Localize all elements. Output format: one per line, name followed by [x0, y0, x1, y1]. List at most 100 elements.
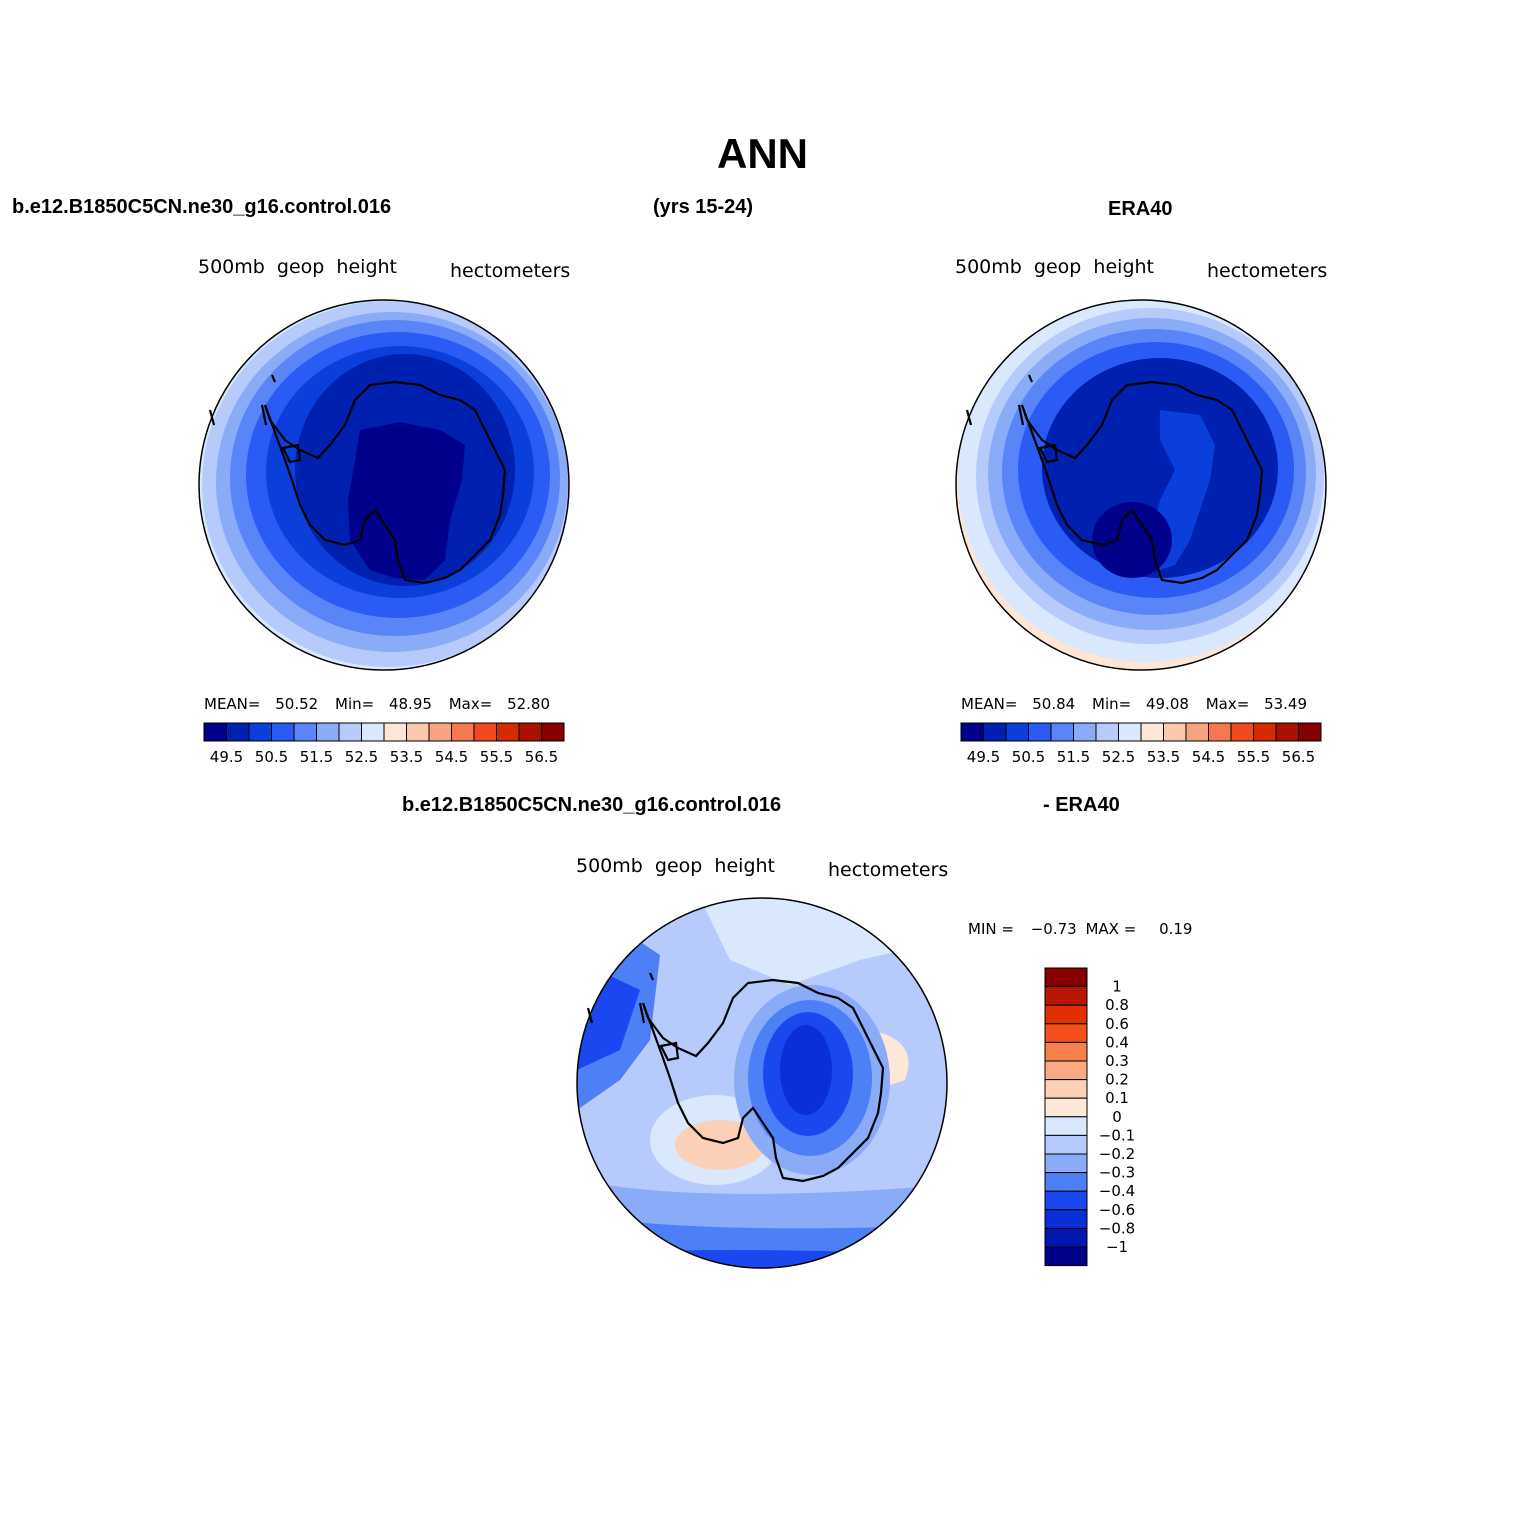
- colorbar-tick-label: 49.5: [967, 748, 1000, 766]
- max-value: 52.80: [507, 695, 551, 713]
- model-case-name: b.e12.B1850C5CN.ne30_g16.control.016: [12, 196, 392, 218]
- diff-coastline: [586, 972, 885, 1183]
- colorbar-swatch: [271, 722, 295, 742]
- colorbar-tick-label: 51.5: [1057, 748, 1090, 766]
- colorbar-swatch: [1044, 1134, 1088, 1155]
- colorbar-swatch: [1044, 1116, 1088, 1136]
- colorbar-tick-label: 55.5: [480, 748, 513, 766]
- colorbar-tick-label: −0.8: [1099, 1219, 1135, 1237]
- years-label: (yrs 15-24): [653, 196, 754, 218]
- colorbar-tick-label: 0.4: [1105, 1033, 1129, 1051]
- colorbar-swatch: [960, 722, 984, 742]
- min-value: 48.95: [388, 695, 432, 713]
- colorbar-swatch: [518, 722, 542, 742]
- colorbar-swatch: [1140, 722, 1164, 742]
- obs-colorbar: 49.5 50.5 51.5 52.5 53.5 54.5 55.5 56.5: [960, 722, 1322, 766]
- colorbar-swatch: [361, 722, 385, 742]
- colorbar-tick-label: 51.5: [300, 748, 333, 766]
- colorbar-tick-label: −0.4: [1099, 1182, 1135, 1200]
- colorbar-swatch: [451, 722, 475, 742]
- colorbar-swatch: [1044, 1041, 1088, 1062]
- colorbar-tick-label: 1: [1112, 978, 1122, 996]
- colorbar-tick-label: 0.1: [1105, 1089, 1129, 1107]
- colorbar-tick-label: −0.3: [1099, 1164, 1135, 1182]
- mean-value: 50.84: [1032, 695, 1076, 713]
- colorbar-tick-label: 49.5: [210, 748, 243, 766]
- colorbar-swatch: [428, 722, 452, 742]
- colorbar-tick-label: 0.2: [1105, 1071, 1129, 1089]
- max-label: Max=: [1205, 695, 1250, 713]
- colorbar-tick-label: 56.5: [1282, 748, 1315, 766]
- model-map-border: [198, 299, 570, 671]
- colorbar-tick-label: −0.1: [1099, 1126, 1135, 1144]
- colorbar-swatch: [338, 722, 362, 742]
- min-value: 49.08: [1145, 695, 1189, 713]
- colorbar-swatch: [1005, 722, 1029, 742]
- colorbar-swatch: [1275, 722, 1299, 742]
- diff-colorbar: 10.80.60.40.30.20.10−0.1−0.2−0.3−0.4−0.6…: [1044, 967, 1135, 1267]
- obs-units-label: hectometers: [1207, 260, 1328, 282]
- mean-value: 50.52: [275, 695, 319, 713]
- plot-title: ANN: [717, 130, 808, 177]
- colorbar-swatch: [1044, 1023, 1088, 1043]
- colorbar-swatch: [1050, 722, 1074, 742]
- colorbar-swatch: [1298, 722, 1322, 742]
- colorbar-swatch: [1044, 1246, 1088, 1267]
- colorbar-tick-label: −1: [1106, 1238, 1128, 1256]
- colorbar-swatch: [1044, 1172, 1088, 1192]
- colorbar-swatch: [541, 722, 565, 742]
- colorbar-tick-label: 54.5: [435, 748, 468, 766]
- mean-label: MEAN=: [961, 695, 1018, 713]
- colorbar-tick-label: 54.5: [1192, 748, 1225, 766]
- max-label: MAX =: [1085, 920, 1137, 938]
- colorbar-tick-label: 55.5: [1237, 748, 1270, 766]
- colorbar-tick-label: −0.2: [1099, 1145, 1135, 1163]
- colorbar-tick-label: −0.6: [1099, 1201, 1135, 1219]
- colorbar-tick-label: 53.5: [1147, 748, 1180, 766]
- colorbar-tick-label: 0.8: [1105, 996, 1129, 1014]
- model-units-label: hectometers: [450, 260, 571, 282]
- colorbar-swatch: [1044, 986, 1088, 1006]
- colorbar-swatch: [226, 722, 250, 742]
- max-value: 53.49: [1264, 695, 1308, 713]
- min-value: −0.73: [1030, 920, 1077, 938]
- colorbar-swatch: [1044, 1227, 1088, 1248]
- colorbar-swatch: [1044, 1004, 1088, 1025]
- colorbar-swatch: [1044, 1097, 1088, 1118]
- min-label: Min=: [335, 695, 375, 713]
- max-label: Max=: [448, 695, 493, 713]
- colorbar-swatch: [983, 722, 1007, 742]
- colorbar-swatch: [1095, 722, 1119, 742]
- colorbar-tick-label: 50.5: [1012, 748, 1045, 766]
- diff-stats: MIN = −0.73 MAX = 0.19: [968, 920, 1192, 938]
- colorbar-swatch: [1044, 1190, 1088, 1211]
- model-colorbar: 49.5 50.5 51.5 52.5 53.5 54.5 55.5 56.5: [203, 722, 565, 766]
- model-coastline: [208, 374, 507, 585]
- colorbar-swatch: [496, 722, 520, 742]
- colorbar-swatch: [1253, 722, 1277, 742]
- model-variable-label: 500mb geop height: [198, 256, 397, 278]
- diff-map: [577, 898, 947, 1268]
- colorbar-swatch: [1185, 722, 1209, 742]
- model-map: [199, 300, 569, 670]
- colorbar-swatch: [1118, 722, 1142, 742]
- diff-map-border: [576, 897, 948, 1269]
- model-stats: MEAN= 50.52 Min= 48.95 Max= 52.80: [204, 695, 550, 713]
- colorbar-swatch: [203, 722, 227, 742]
- obs-stats: MEAN= 50.84 Min= 49.08 Max= 53.49: [961, 695, 1307, 713]
- min-label: Min=: [1092, 695, 1132, 713]
- colorbar-swatch: [1044, 1079, 1088, 1099]
- diff-units-label: hectometers: [828, 859, 949, 881]
- colorbar-tick-label: 0.3: [1105, 1052, 1129, 1070]
- colorbar-swatch: [293, 722, 317, 742]
- colorbar-swatch: [406, 722, 430, 742]
- colorbar-swatch: [473, 722, 497, 742]
- colorbar-tick-label: 0: [1112, 1108, 1122, 1126]
- mean-label: MEAN=: [204, 695, 261, 713]
- colorbar-swatch: [248, 722, 272, 742]
- colorbar-tick-label: 52.5: [345, 748, 378, 766]
- obs-name: ERA40: [1108, 198, 1173, 220]
- diff-obs-name: - ERA40: [1043, 794, 1120, 816]
- obs-map-border: [955, 299, 1327, 671]
